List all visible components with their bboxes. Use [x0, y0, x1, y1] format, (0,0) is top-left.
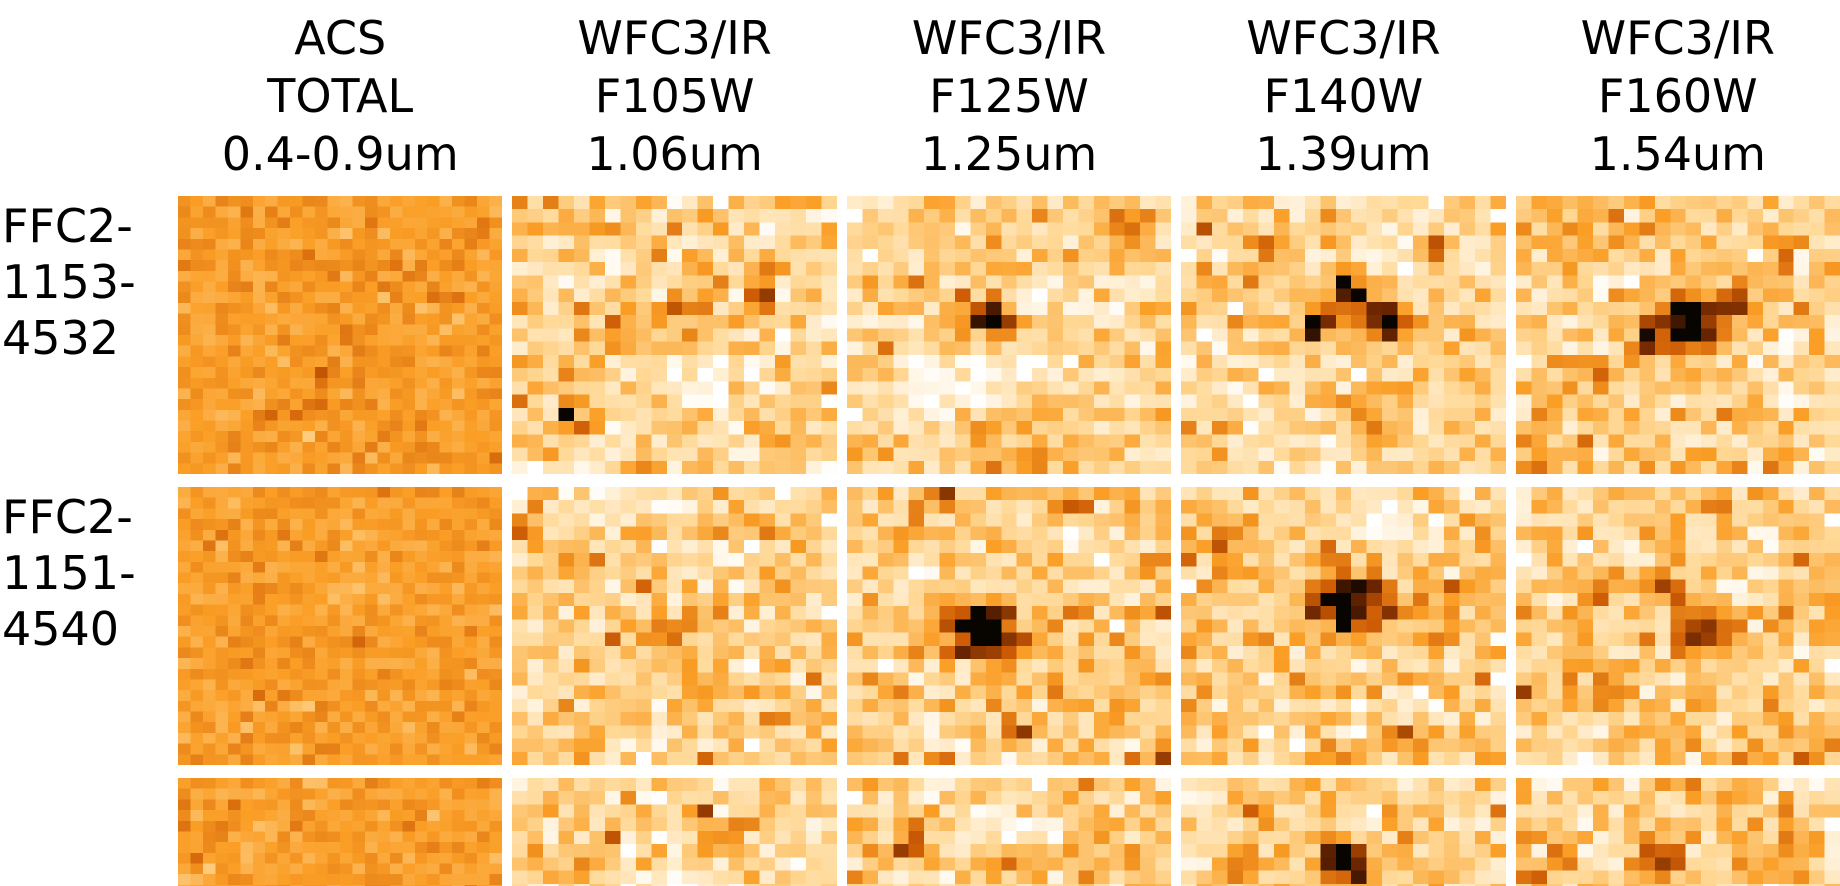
stamp-r2-f125w [846, 778, 1172, 886]
stamp-canvas-r0c1 [512, 196, 837, 474]
stamp-r2-f105w [512, 778, 837, 886]
row-label-ffc2-1153-4532: FFC2- 1153- 4532 [0, 196, 168, 474]
stamp-canvas-r0c2 [846, 196, 1172, 474]
stamp-r0-f125w [846, 196, 1172, 474]
stamp-r0-f140w [1181, 196, 1506, 474]
column-header-line: WFC3/IR [1580, 11, 1775, 65]
stamp-r1-f125w [846, 487, 1172, 765]
stamp-canvas-r2c4 [1515, 778, 1840, 886]
column-header-line: TOTAL [267, 69, 414, 123]
stamp-r1-acs-total [178, 487, 503, 765]
row-label-cropped [0, 778, 168, 886]
stamp-r2-f140w [1181, 778, 1506, 886]
stamp-canvas-r0c0 [178, 196, 503, 474]
stamp-canvas-r2c1 [512, 778, 837, 886]
stamp-canvas-r0c3 [1181, 196, 1506, 474]
stamp-r0-f105w [512, 196, 837, 474]
stamp-canvas-r2c0 [178, 778, 503, 886]
stamp-r0-acs-total [178, 196, 503, 474]
row-label-line: FFC2- [2, 199, 133, 253]
row-label-line: 4540 [2, 602, 120, 656]
column-header-line: F160W [1597, 69, 1758, 123]
row-label-line: FFC2- [2, 490, 133, 544]
corner-spacer [0, 0, 168, 183]
column-header-f125w: WFC3/IR F125W 1.25um [847, 0, 1171, 183]
stamp-canvas-r2c3 [1181, 778, 1506, 886]
stamp-r0-f160w [1515, 196, 1840, 474]
row-label-line: 1151- [2, 546, 136, 600]
stamp-r1-f105w [512, 487, 837, 765]
column-header-line: F140W [1263, 69, 1424, 123]
stamp-canvas-r0c4 [1515, 196, 1840, 474]
column-header-line: 1.39um [1255, 127, 1432, 181]
column-header-line: 1.25um [920, 127, 1098, 181]
column-header-acs-total: ACS TOTAL 0.4-0.9um [178, 0, 502, 183]
column-header-line: WFC3/IR [577, 11, 772, 65]
stamp-canvas-r1c2 [846, 487, 1172, 765]
stamp-r1-f160w [1515, 487, 1840, 765]
column-header-line: 1.06um [586, 127, 763, 181]
column-header-line: F105W [594, 69, 755, 123]
row-label-line: 4532 [2, 311, 120, 365]
column-header-f140w: WFC3/IR F140W 1.39um [1181, 0, 1505, 183]
column-header-line: F125W [929, 69, 1089, 123]
stamp-r2-acs-total [178, 778, 503, 886]
column-header-f160w: WFC3/IR F160W 1.54um [1516, 0, 1840, 183]
stamp-canvas-r2c2 [846, 778, 1172, 886]
column-header-line: WFC3/IR [1246, 11, 1441, 65]
column-header-line: ACS [294, 11, 387, 65]
stamp-canvas-r1c0 [178, 487, 503, 765]
column-header-line: 0.4-0.9um [221, 127, 459, 181]
row-label-line: 1153- [2, 255, 136, 309]
stamp-r1-f140w [1181, 487, 1506, 765]
stamp-canvas-r1c1 [512, 487, 837, 765]
stamp-canvas-r1c3 [1181, 487, 1506, 765]
stamp-canvas-r1c4 [1515, 487, 1840, 765]
column-header-line: 1.54um [1589, 127, 1766, 181]
stamp-r2-f160w [1515, 778, 1840, 886]
column-header-f105w: WFC3/IR F105W 1.06um [512, 0, 836, 183]
column-header-line: WFC3/IR [911, 11, 1107, 65]
row-label-ffc2-1151-4540: FFC2- 1151- 4540 [0, 487, 168, 765]
